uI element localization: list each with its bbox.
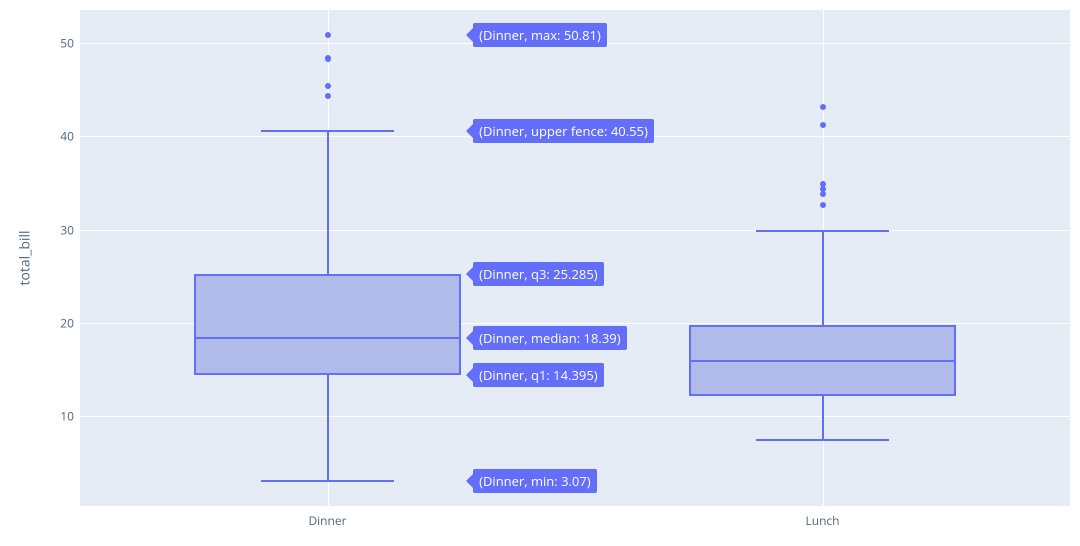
y-tick-label: 30 <box>60 221 74 238</box>
hover-tooltip: (Dinner, min: 3.07) <box>473 469 596 493</box>
x-tick-label: Lunch <box>805 512 839 529</box>
x-tick-label: Dinner <box>308 512 346 529</box>
box-outlier[interactable] <box>325 55 331 61</box>
tooltip-arrow <box>466 368 473 382</box>
plot-background: 1020304050DinnerLunch(Dinner, max: 50.81… <box>80 10 1070 506</box>
tooltip-arrow <box>466 28 473 42</box>
y-tick-label: 20 <box>60 315 74 332</box>
box-rect[interactable] <box>194 274 461 376</box>
tooltip-arrow <box>466 331 473 345</box>
box-outlier[interactable] <box>820 202 826 208</box>
hover-tooltip: (Dinner, max: 50.81) <box>473 23 607 47</box>
box-outlier[interactable] <box>820 122 826 128</box>
hover-tooltip: (Dinner, upper fence: 40.55) <box>473 119 654 143</box>
y-tick-label: 40 <box>60 128 74 145</box>
box-median[interactable] <box>689 360 956 362</box>
tooltip-arrow <box>466 267 473 281</box>
box-outlier[interactable] <box>820 104 826 110</box>
hover-tooltip: (Dinner, q3: 25.285) <box>473 262 603 286</box>
box-outlier[interactable] <box>325 83 331 89</box>
hover-tooltip: (Dinner, median: 18.39) <box>473 326 626 350</box>
box-fence-cap[interactable] <box>261 480 395 482</box>
box-median[interactable] <box>194 337 461 339</box>
box-fence-cap[interactable] <box>756 439 890 441</box>
box-outlier[interactable] <box>820 181 826 187</box>
y-gridline <box>80 230 1070 231</box>
tooltip-arrow <box>466 124 473 138</box>
plot-container: 10 20 30 40 50 Dinner Lunch (Dinner, max: 50.81… <box>0 0 1080 546</box>
box-outlier[interactable] <box>325 32 331 38</box>
y-gridline <box>80 416 1070 417</box>
y-tick-label: 50 <box>60 34 74 51</box>
box-fence-cap[interactable] <box>261 130 395 132</box>
box-outlier[interactable] <box>325 93 331 99</box>
box-fence-cap[interactable] <box>756 230 890 232</box>
tooltip-arrow <box>466 474 473 488</box>
hover-tooltip: (Dinner, q1: 14.395) <box>473 363 603 387</box>
y-tick-label: 10 <box>60 408 74 425</box>
y-axis-title: total_bill <box>16 230 35 285</box>
